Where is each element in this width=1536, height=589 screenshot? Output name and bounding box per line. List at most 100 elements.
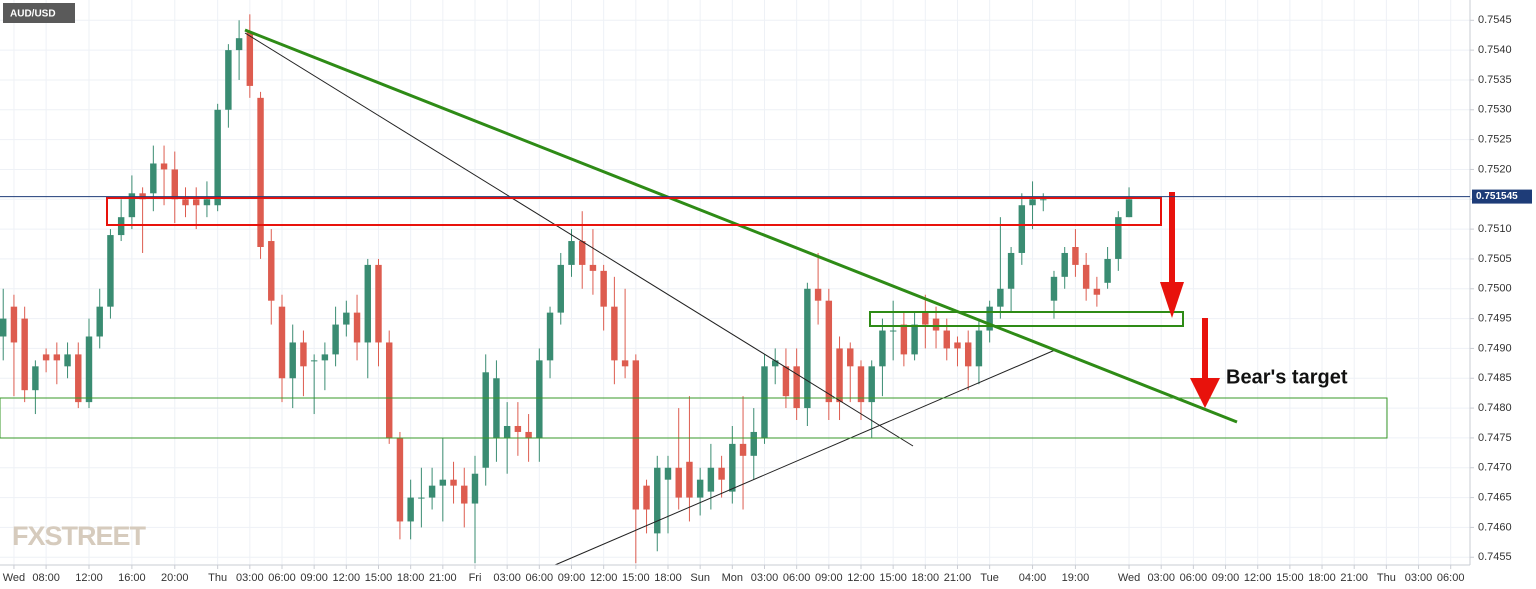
candle-body bbox=[493, 378, 500, 438]
candle-body bbox=[117, 217, 125, 236]
candle-body bbox=[825, 300, 833, 403]
x-tick-label: 12:00 bbox=[75, 572, 103, 584]
candle-body bbox=[257, 97, 264, 248]
y-tick-label: 0.7545 bbox=[1478, 14, 1512, 26]
x-tick-label: 20:00 bbox=[161, 572, 189, 584]
candle-body bbox=[621, 360, 629, 367]
candle-body bbox=[546, 312, 554, 361]
candle-body bbox=[771, 360, 779, 367]
candle-body bbox=[289, 342, 296, 379]
x-tick-label: 03:00 bbox=[493, 572, 521, 584]
y-tick-label: 0.7485 bbox=[1478, 372, 1512, 384]
trend-line bbox=[244, 32, 914, 447]
candle-body bbox=[192, 199, 200, 206]
x-tick-label: Wed bbox=[1118, 572, 1140, 584]
candle-body bbox=[739, 443, 747, 456]
last-price-badge bbox=[1472, 189, 1532, 204]
y-tick-label: 0.7495 bbox=[1478, 313, 1512, 325]
candle-body bbox=[385, 342, 393, 438]
y-tick-label: 0.7480 bbox=[1478, 402, 1512, 414]
candle-body bbox=[1115, 217, 1122, 259]
candle-body bbox=[268, 241, 275, 301]
y-tick-label: 0.7535 bbox=[1478, 74, 1512, 86]
candle-body bbox=[235, 38, 243, 51]
candle-body bbox=[246, 32, 254, 86]
y-tick-label: 0.7460 bbox=[1478, 521, 1512, 533]
x-tick-label: 16:00 bbox=[118, 572, 146, 584]
candle-body bbox=[986, 306, 993, 331]
candle-body bbox=[42, 354, 50, 361]
candle-body bbox=[150, 163, 157, 194]
y-tick-label: 0.7500 bbox=[1478, 283, 1512, 295]
y-tick-label: 0.7465 bbox=[1478, 491, 1512, 503]
candle-body bbox=[32, 366, 39, 391]
candle-body bbox=[782, 366, 790, 397]
candle-body bbox=[300, 342, 307, 367]
x-tick-label: 15:00 bbox=[365, 572, 393, 584]
candle-body bbox=[225, 50, 232, 110]
x-tick-label: 12:00 bbox=[1244, 572, 1272, 584]
symbol-badge bbox=[3, 3, 75, 23]
candle-body bbox=[686, 461, 693, 498]
candle-body bbox=[889, 330, 897, 332]
x-tick-label: Mon bbox=[722, 572, 743, 584]
grid bbox=[0, 0, 1470, 565]
candle-body bbox=[439, 479, 447, 486]
candle-body bbox=[654, 467, 661, 534]
candle-body bbox=[310, 360, 318, 362]
candle-body bbox=[1125, 199, 1133, 218]
x-tick-label: Thu bbox=[1377, 572, 1396, 584]
candle-body bbox=[964, 342, 972, 367]
candle-body bbox=[557, 264, 564, 313]
y-tick-label: 0.7490 bbox=[1478, 342, 1512, 354]
candle-body bbox=[525, 431, 532, 438]
y-tick-label: 0.7530 bbox=[1478, 104, 1512, 116]
candle-body bbox=[96, 306, 103, 337]
candle-body bbox=[943, 330, 950, 349]
x-tick-label: 15:00 bbox=[1276, 572, 1304, 584]
candle-body bbox=[53, 354, 61, 361]
candle-body bbox=[461, 485, 468, 504]
candle-body bbox=[868, 366, 875, 403]
candle-body bbox=[182, 199, 189, 206]
candle-body bbox=[578, 241, 586, 265]
candle-body bbox=[1104, 258, 1111, 283]
y-tick-label: 0.7520 bbox=[1478, 163, 1512, 175]
candle-body bbox=[589, 264, 597, 271]
trend-line bbox=[554, 349, 1056, 566]
x-tick-label: 06:00 bbox=[268, 572, 296, 584]
candle-body bbox=[332, 324, 339, 355]
x-tick-label: 18:00 bbox=[654, 572, 682, 584]
x-tick-label: 15:00 bbox=[622, 572, 650, 584]
candle-body bbox=[814, 288, 822, 301]
candle-body bbox=[203, 199, 211, 206]
y-tick-label: 0.7540 bbox=[1478, 44, 1512, 56]
x-tick-label: 06:00 bbox=[783, 572, 811, 584]
x-tick-label: 09:00 bbox=[558, 572, 586, 584]
x-tick-label: 03:00 bbox=[236, 572, 264, 584]
arrow-head bbox=[1160, 282, 1184, 318]
x-tick-label: 03:00 bbox=[751, 572, 779, 584]
drawings: Bear's target AUD/USD FXSTREET bbox=[0, 3, 1388, 566]
y-tick-label: 0.7470 bbox=[1478, 462, 1512, 474]
x-tick-label: Thu bbox=[208, 572, 227, 584]
candle-body bbox=[879, 330, 886, 367]
x-tick-label: 06:00 bbox=[526, 572, 554, 584]
watermark: FXSTREET bbox=[12, 521, 147, 551]
x-tick-label: 09:00 bbox=[815, 572, 843, 584]
x-tick-label: Sun bbox=[690, 572, 710, 584]
candle-body bbox=[375, 264, 382, 343]
y-tick-label: 0.7510 bbox=[1478, 223, 1512, 235]
x-tick-label: 21:00 bbox=[944, 572, 972, 584]
candle-body bbox=[21, 318, 28, 391]
chart-title: AUD/USD bbox=[10, 9, 56, 20]
candle-body bbox=[836, 348, 843, 403]
x-tick-label: 12:00 bbox=[847, 572, 875, 584]
candle-body bbox=[107, 235, 114, 307]
annotation: Bear's target bbox=[1226, 366, 1348, 388]
x-tick-label: 18:00 bbox=[912, 572, 940, 584]
candle-body bbox=[75, 354, 82, 403]
